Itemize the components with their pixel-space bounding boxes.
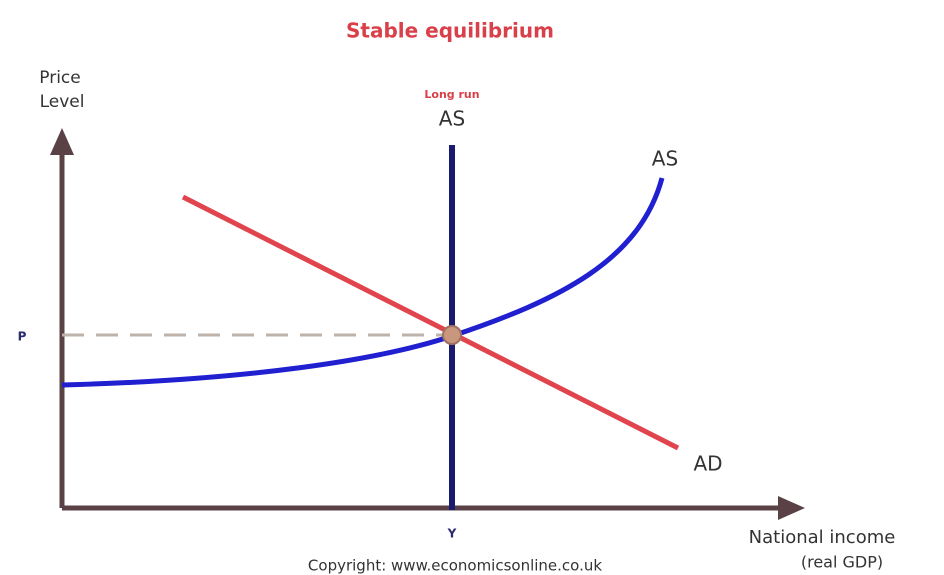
ad-line <box>181 194 680 451</box>
x-axis-label: National income <box>749 527 896 548</box>
copyright: Copyright: www.economicsonline.co.uk <box>308 557 602 575</box>
as-label: AS <box>652 147 678 171</box>
as-curve <box>61 177 665 388</box>
x-axis-label: (real GDP) <box>801 553 883 572</box>
long-run-as-label: AS <box>439 107 465 131</box>
price-marker: P <box>18 330 27 344</box>
y-axis-label: Level <box>40 92 85 112</box>
ad-label: AD <box>693 452 722 476</box>
equilibrium-point <box>442 325 462 345</box>
title: Stable equilibrium <box>346 19 554 43</box>
y-axis-label: Price <box>39 68 80 88</box>
x-axis-arrow <box>778 496 805 520</box>
long-run-note: Long run <box>424 88 479 101</box>
income-marker: Y <box>447 527 457 541</box>
y-axis-arrow <box>50 128 74 155</box>
